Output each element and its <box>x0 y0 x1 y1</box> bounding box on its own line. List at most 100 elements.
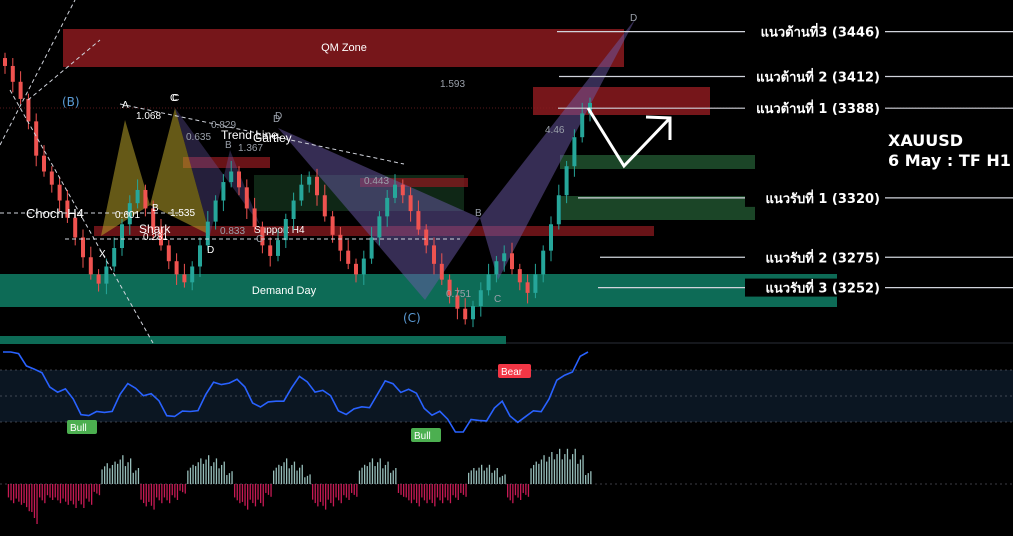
macd-bar <box>442 484 444 504</box>
macd-bar <box>20 484 23 505</box>
macd-bar <box>93 484 95 492</box>
point-b3: B <box>475 208 482 219</box>
level-label-1: แนวต้านที่3 (3446) <box>761 23 880 41</box>
macd-bar <box>83 484 85 508</box>
candle-body <box>18 81 23 99</box>
macd-bar <box>543 455 545 484</box>
macd-bar <box>530 468 532 484</box>
macd-bar <box>512 484 514 504</box>
choch-h4-label: Choch H4 <box>26 206 84 221</box>
macd-bar <box>353 484 355 495</box>
macd-bar <box>148 484 150 502</box>
candle-body <box>143 189 148 209</box>
macd-bar <box>317 484 319 507</box>
candle-body <box>182 274 187 283</box>
point-c4: C <box>494 294 501 305</box>
candle-body <box>502 253 507 262</box>
macd-bar <box>72 484 75 505</box>
macd-bar <box>10 484 12 501</box>
candle-body <box>447 279 452 296</box>
macd-bar <box>338 484 340 501</box>
level-label-bg-6 <box>745 278 885 297</box>
macd-bar <box>421 484 423 498</box>
macd-bar <box>520 484 522 500</box>
macd-bar <box>525 484 527 495</box>
macd-bar <box>574 448 576 484</box>
macd-bar <box>431 484 433 504</box>
candle-body <box>135 189 140 204</box>
macd-bar <box>384 464 387 484</box>
macd-bar <box>569 459 571 484</box>
macd-bar <box>265 484 267 493</box>
macd-bar <box>252 484 254 504</box>
macd-bar <box>70 484 72 501</box>
macd-bar <box>275 467 277 484</box>
macd-bar <box>46 484 49 496</box>
macd-bar <box>475 470 478 484</box>
rising-pattern <box>480 18 636 280</box>
macd-bar <box>236 484 238 501</box>
macd-bar <box>473 468 475 484</box>
projection-arrow <box>586 107 672 169</box>
candle-body <box>127 203 132 225</box>
macd-bar <box>312 484 314 500</box>
macd-bar <box>62 484 64 499</box>
macd-bar <box>189 467 192 484</box>
macd-bar <box>296 470 298 484</box>
bull-tag-2-bg <box>411 428 441 442</box>
candle-body <box>463 308 468 320</box>
macd-bar <box>410 484 413 504</box>
macd-bar <box>382 468 384 484</box>
candle-body <box>385 197 390 217</box>
trend-line-label: Trend Line <box>221 128 278 142</box>
candle-body <box>213 200 218 222</box>
ratio-0443: 0.443 <box>364 176 389 187</box>
macd-bar <box>397 484 400 493</box>
macd-bar <box>44 484 46 504</box>
macd-bar <box>358 470 361 484</box>
point-c2: C <box>256 234 263 245</box>
candle-body <box>400 184 405 196</box>
macd-bar <box>182 484 184 493</box>
macd-bar <box>280 466 283 484</box>
macd-bar <box>455 484 457 498</box>
macd-bar <box>408 484 410 501</box>
ratio-446: 4.46 <box>545 125 565 136</box>
shark-label: Shark <box>139 222 171 236</box>
macd-bar <box>98 484 101 496</box>
candle-body <box>533 274 538 293</box>
qm-zone <box>63 29 624 67</box>
candle-body <box>424 229 429 246</box>
candle-body <box>564 166 569 196</box>
candle-body <box>354 263 358 275</box>
macd-bar <box>18 484 20 502</box>
macd-bar <box>585 475 587 484</box>
macd-bar <box>187 470 189 484</box>
wave-b-label: (B) <box>62 95 80 109</box>
macd-bar <box>439 484 441 501</box>
macd-bar <box>171 484 173 496</box>
macd-bar <box>13 484 15 504</box>
candle-body <box>432 245 436 264</box>
level-label-bg-5 <box>745 248 885 267</box>
macd-bar <box>587 473 589 484</box>
macd-bar <box>470 470 472 484</box>
candle-body <box>307 176 312 185</box>
macd-bar <box>304 477 306 484</box>
macd-bar <box>176 484 179 500</box>
macd-bar <box>140 484 142 500</box>
macd-bar <box>200 458 202 484</box>
macd-bar <box>78 484 80 501</box>
candle-body <box>190 266 195 283</box>
ratio-1593: 1.593 <box>440 79 465 90</box>
macd-bar <box>478 467 480 484</box>
macd-bar <box>267 484 270 495</box>
support-h4-label: Support H4 <box>254 225 305 236</box>
candle-body <box>34 121 39 156</box>
ratio-0281: 0.281 <box>143 232 168 243</box>
macd-bar <box>215 458 218 484</box>
candle-body <box>330 216 335 235</box>
candle-body <box>276 240 280 256</box>
macd-bar <box>85 484 88 499</box>
